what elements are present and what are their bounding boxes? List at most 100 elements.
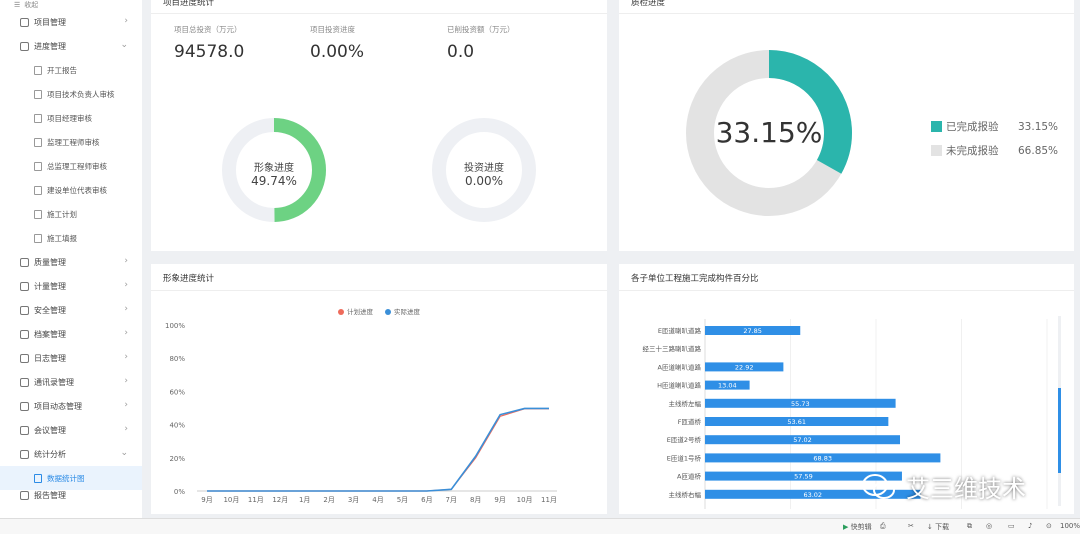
legend-actual[interactable]: 实际进度 <box>385 306 420 316</box>
line-chart: 0% 20% 40% 60% 80% 100% 9月 10月 11月 12月 1月 2月 3月 4月 5月 6… <box>165 322 557 504</box>
bar[interactable] <box>705 362 784 372</box>
sidebar-subitem-5[interactable]: 建设单位代表审核 <box>0 178 142 202</box>
window-icon[interactable]: ▭ <box>1008 522 1015 530</box>
bar-value-label: 57.59 <box>794 473 813 481</box>
bar-value-label: 27.85 <box>743 327 762 335</box>
volume-icon[interactable]: ♪ <box>1028 522 1033 530</box>
document-icon <box>34 185 42 195</box>
panel-title: 各子单位工程施工完成构件百分比 <box>631 274 759 284</box>
bar[interactable] <box>705 380 750 390</box>
chevron-right-icon: › <box>124 304 128 314</box>
sidebar-item-6[interactable]: 项目动态管理 › <box>0 394 142 418</box>
ring-label: 形象进度 <box>254 163 294 174</box>
chevron-right-icon: › <box>124 352 128 362</box>
sidebar-subitem-6[interactable]: 施工计划 <box>0 202 142 226</box>
y-tick-label: 20% <box>169 455 185 463</box>
x-tick-label: 7月 <box>446 496 457 504</box>
sidebar-item-7[interactable]: 会议管理 › <box>0 418 142 442</box>
scrollbar-thumb[interactable] <box>1058 388 1061 473</box>
grid-icon <box>20 41 29 51</box>
document-icon <box>34 473 42 483</box>
category-label: 主线桥左幅 <box>669 399 702 408</box>
download-button[interactable]: ↓ 下载 <box>927 522 949 532</box>
sidebar-item-2[interactable]: 安全管理 › <box>0 298 142 322</box>
legend-completed[interactable]: 已完成报验 33.15% <box>931 119 1058 134</box>
sidebar-item-label: 进度管理 <box>34 41 66 51</box>
category-label: E匝道2号桥 <box>667 435 702 444</box>
category-label: H匝道喇叭道路 <box>657 381 701 390</box>
sidebar-subitem-1[interactable]: 项目技术负责人审核 <box>0 82 142 106</box>
x-tick-label: 4月 <box>372 496 383 504</box>
sidebar-subitem-7[interactable]: 施工填报 <box>0 226 142 250</box>
download-label: 下载 <box>935 523 950 531</box>
x-tick-label: 6月 <box>421 496 432 504</box>
sidebar-item-3[interactable]: 档案管理 › <box>0 322 142 346</box>
sidebar-item-label: 项目管理 <box>34 17 66 27</box>
sidebar-subitem-stats-0[interactable]: 数据统计图 <box>0 466 142 490</box>
screenshot-icon[interactable]: ⎙ <box>880 522 886 530</box>
sidebar-item-label: 统计分析 <box>34 449 66 459</box>
sidebar-subitem-2[interactable]: 项目经理审核 <box>0 106 142 130</box>
collapse-button[interactable]: ☰ 收起 <box>0 0 142 10</box>
document-icon <box>34 233 42 243</box>
x-tick-label: 12月 <box>272 496 288 504</box>
sidebar-subitem-label: 数据统计图 <box>47 473 85 483</box>
quality-progress-panel: 质检进度 33.15% 已完成报验 33.15% 未完成报验 66.85% <box>619 0 1074 251</box>
sidebar-subitem-label: 总监理工程师审核 <box>47 161 107 171</box>
sidebar-item-label: 质量管理 <box>34 257 66 267</box>
image-progress-ring: 形象进度 49.74% <box>220 116 328 224</box>
sidebar-item-label: 日志管理 <box>34 353 66 363</box>
sidebar-item-8[interactable]: 统计分析 ⌄ <box>0 442 142 466</box>
chevron-right-icon: › <box>124 400 128 410</box>
legend-plan[interactable]: 计划进度 <box>338 306 373 316</box>
sidebar-item-label: 安全管理 <box>34 305 66 315</box>
quick-edit-button[interactable]: ▶ 快剪辑 <box>843 522 872 532</box>
sidebar-subitem-3[interactable]: 监理工程师审核 <box>0 130 142 154</box>
sidebar-item-5[interactable]: 通讯录管理 › <box>0 370 142 394</box>
sidebar-subitem-label: 施工计划 <box>47 209 77 219</box>
sidebar-item-report[interactable]: 报告管理 <box>0 490 142 500</box>
legend-label: 已完成报验 <box>946 121 999 133</box>
copy-icon[interactable]: ⧉ <box>967 522 972 530</box>
legend-uncompleted[interactable]: 未完成报验 66.85% <box>931 143 1058 158</box>
zoom-icon[interactable]: ⊙ <box>1046 522 1052 530</box>
sidebar: ☰ 收起 项目管理 › 进度管理 ⌄ 开工报告 项目技术负责人审核 项目经理审核 监理… <box>0 0 142 518</box>
sidebar-item-label: 报告管理 <box>34 490 66 500</box>
crop-icon[interactable]: ✂ <box>908 522 914 530</box>
chevron-right-icon: › <box>124 280 128 290</box>
document-icon <box>34 209 42 219</box>
bar[interactable] <box>705 417 889 426</box>
collapse-icon: ☰ <box>14 1 21 9</box>
bar[interactable] <box>705 453 941 463</box>
menu-icon <box>20 329 29 339</box>
sidebar-item-0[interactable]: 质量管理 › <box>0 250 142 274</box>
x-tick-label: 10月 <box>223 496 239 504</box>
bar[interactable] <box>705 398 896 408</box>
category-label: 主线桥右幅 <box>669 490 702 499</box>
menu-icon <box>20 257 29 267</box>
watermark: 艾三维技术 <box>862 469 1026 504</box>
sidebar-item-label: 会议管理 <box>34 425 66 435</box>
bar-value-label: 13.04 <box>718 382 737 390</box>
sidebar-subitem-0[interactable]: 开工报告 <box>0 58 142 82</box>
chevron-right-icon: › <box>124 16 128 26</box>
browser-icon[interactable]: ◎ <box>986 522 993 530</box>
category-label: A匝道桥 <box>677 472 701 481</box>
sidebar-item-project[interactable]: 项目管理 › <box>0 10 142 34</box>
scrollbar[interactable] <box>1058 316 1061 506</box>
bar[interactable] <box>705 471 902 481</box>
x-tick-label: 1月 <box>299 496 310 504</box>
watermark-text: 艾三维技术 <box>906 475 1026 503</box>
bar[interactable] <box>705 326 801 335</box>
zoom-level: 100% <box>1060 522 1080 530</box>
sidebar-subitem-4[interactable]: 总监理工程师审核 <box>0 154 142 178</box>
sidebar-item-4[interactable]: 日志管理 › <box>0 346 142 370</box>
menu-icon <box>20 401 29 411</box>
bar-value-label: 63.02 <box>803 491 822 499</box>
bar[interactable] <box>705 489 921 499</box>
document-icon <box>34 89 42 99</box>
x-tick-label: 3月 <box>348 496 359 504</box>
bar[interactable] <box>705 435 901 445</box>
sidebar-item-1[interactable]: 计量管理 › <box>0 274 142 298</box>
sidebar-item-progress[interactable]: 进度管理 ⌄ <box>0 34 142 58</box>
